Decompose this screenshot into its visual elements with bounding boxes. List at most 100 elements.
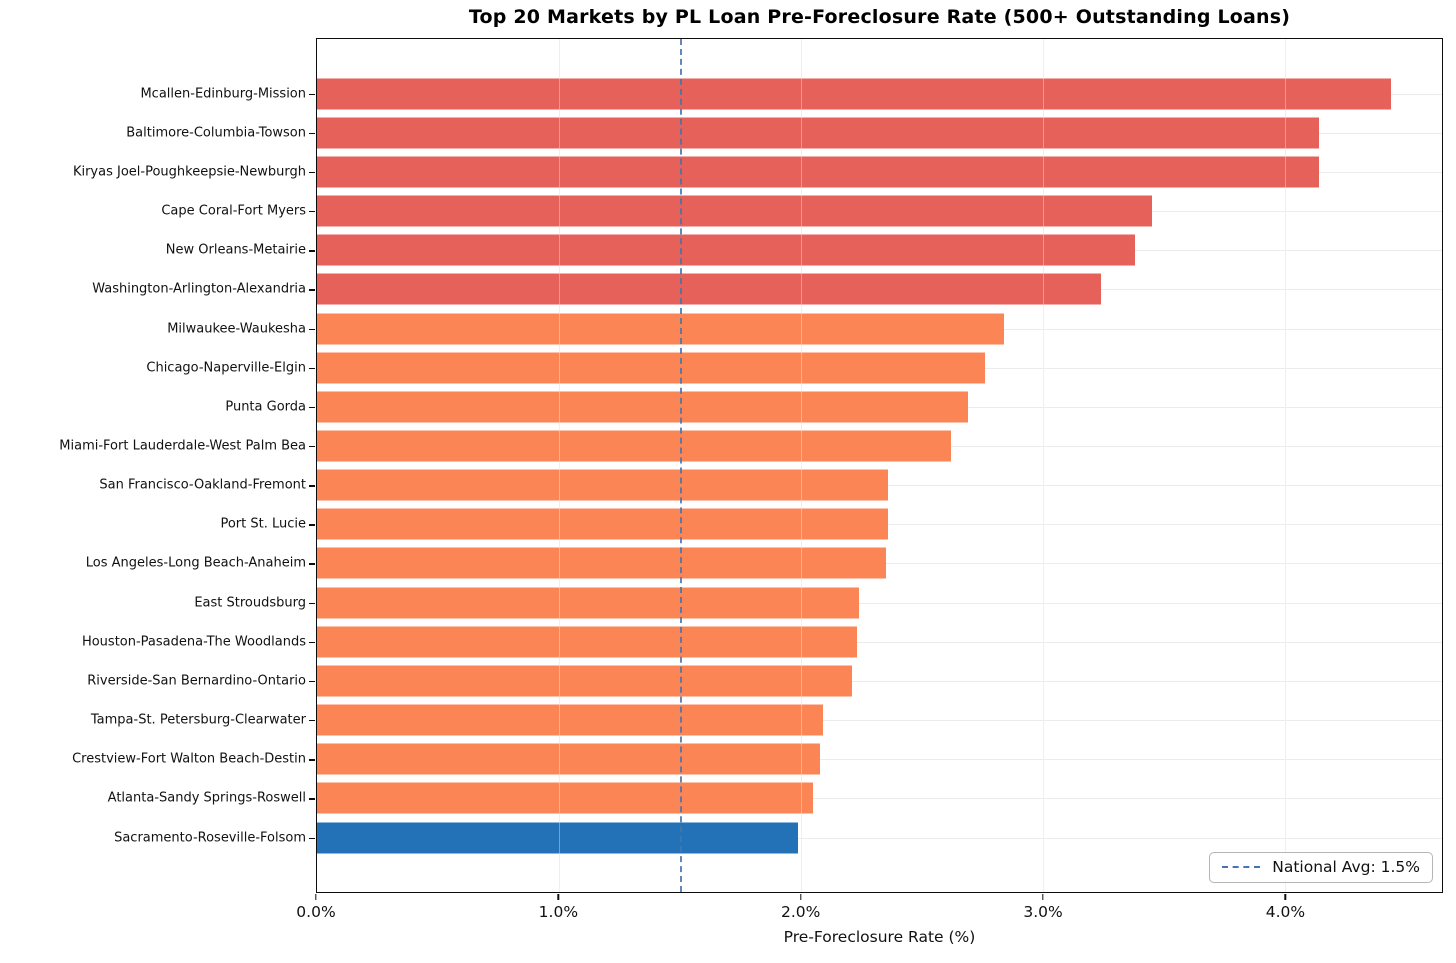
y-axis-category-label: Crestview-Fort Walton Beach-Destin	[72, 751, 306, 767]
gridline-vertical-overlay	[1042, 39, 1044, 892]
y-tick	[309, 445, 316, 448]
gridline-vertical	[1284, 39, 1286, 892]
y-axis-category-label: New Orleans-Metairie	[165, 242, 306, 258]
y-axis-category-label: Cape Coral-Fort Myers	[161, 203, 306, 219]
gridline-horizontal	[317, 602, 1442, 604]
y-tick	[309, 602, 316, 604]
bar-row: San Francisco-Oakland-Fremont	[99, 466, 1442, 505]
gridline-vertical-overlay	[1284, 39, 1286, 892]
plot-area: Mcallen-Edinburg-Mission Baltimore-Columb…	[59, 38, 1443, 893]
bar-row: Baltimore-Columbia-Towson	[126, 113, 1442, 152]
x-tick	[1284, 894, 1287, 900]
bar-row: Miami-Fort Lauderdale-West Palm Bea	[59, 426, 1442, 465]
x-tick-label: 2.0%	[781, 903, 821, 921]
gridline-vertical	[1042, 39, 1044, 892]
gridline-horizontal	[317, 837, 1442, 839]
y-axis-category-label: Washington-Arlington-Alexandria	[92, 281, 306, 297]
bar	[317, 822, 799, 854]
bar-row: Houston-Pasadena-The Woodlands	[82, 622, 1442, 661]
bar	[317, 469, 888, 501]
y-tick	[309, 289, 316, 291]
x-tick	[315, 894, 317, 900]
y-tick	[309, 524, 316, 526]
legend-label: National Avg: 1.5%	[1272, 858, 1420, 876]
gridline-horizontal	[317, 798, 1442, 800]
bar-row: Chicago-Naperville-Elgin	[146, 348, 1442, 387]
x-tick-label: 0.0%	[296, 903, 336, 921]
bar-row: East Stroudsburg	[194, 583, 1442, 622]
bar-row: Tampa-St. Petersburg-Clearwater	[91, 701, 1442, 740]
bar	[317, 665, 852, 697]
bar	[317, 117, 1319, 149]
y-axis-category-label: Riverside-San Bernardino-Ontario	[87, 673, 306, 689]
bar	[317, 704, 823, 736]
y-axis-category-label: Mcallen-Edinburg-Mission	[140, 86, 306, 102]
legend-dashed-line-icon	[1222, 866, 1261, 868]
y-axis-category-label: Milwaukee-Waukesha	[167, 321, 306, 337]
y-tick	[309, 406, 316, 409]
x-tick	[557, 894, 560, 900]
y-axis-category-label: Atlanta-Sandy Springs-Roswell	[107, 790, 306, 806]
gridline-vertical	[800, 39, 802, 892]
bar-row: Milwaukee-Waukesha	[167, 309, 1442, 348]
y-axis-category-label: Sacramento-Roseville-Folsom	[114, 830, 306, 846]
gridline-vertical	[558, 39, 560, 892]
y-axis-category-label: East Stroudsburg	[194, 595, 306, 611]
bar-row: Sacramento-Roseville-Folsom	[114, 818, 1442, 857]
reference-line	[679, 39, 682, 892]
bar	[317, 547, 886, 579]
y-axis-category-label: Tampa-St. Petersburg-Clearwater	[90, 712, 306, 728]
y-axis-category-label: Punta Gorda	[225, 399, 306, 415]
y-axis-category-label: Baltimore-Columbia-Towson	[126, 125, 306, 141]
y-tick	[309, 641, 316, 644]
legend: National Avg: 1.5%	[1209, 852, 1433, 883]
bar-row: Port St. Lucie	[220, 505, 1442, 544]
gridline-vertical-overlay	[800, 39, 802, 892]
y-tick	[309, 93, 316, 95]
bar-rows: Mcallen-Edinburg-Mission Baltimore-Columb…	[59, 74, 1442, 857]
y-tick	[309, 759, 316, 761]
y-tick	[309, 837, 316, 839]
y-tick	[309, 132, 316, 135]
bar-row: Los Angeles-Long Beach-Anaheim	[86, 544, 1442, 583]
bar	[317, 626, 857, 658]
y-tick	[309, 720, 316, 722]
x-tick	[800, 894, 802, 900]
bar	[317, 313, 1005, 345]
y-axis-category-label: Chicago-Naperville-Elgin	[146, 360, 306, 376]
y-tick	[309, 485, 316, 487]
x-tick-label: 3.0%	[1023, 903, 1063, 921]
y-axis-category-label: Los Angeles-Long Beach-Anaheim	[85, 555, 306, 571]
bar	[317, 352, 985, 384]
y-axis-category-label: Port St. Lucie	[220, 516, 306, 532]
gridline-horizontal	[317, 680, 1442, 682]
y-tick	[309, 211, 316, 213]
bar-row: Atlanta-Sandy Springs-Roswell	[108, 779, 1442, 818]
x-axis: 0.0% 1.0% 2.0% 3.0% 4.0%	[296, 893, 1443, 933]
gridline-horizontal	[317, 720, 1442, 722]
chart-title: Top 20 Markets by PL Loan Pre-Foreclosur…	[468, 6, 1291, 28]
y-axis-category-label: Houston-Pasadena-The Woodlands	[81, 634, 306, 650]
x-axis-label: Pre-Foreclosure Rate (%)	[783, 928, 976, 946]
y-axis-category-label: San Francisco-Oakland-Fremont	[99, 477, 306, 493]
bar-row: Riverside-San Bernardino-Ontario	[87, 661, 1442, 700]
bar-row: Washington-Arlington-Alexandria	[92, 270, 1442, 309]
y-tick	[309, 680, 316, 683]
bar	[317, 156, 1319, 188]
x-tick	[1042, 894, 1044, 900]
bar	[317, 273, 1101, 305]
y-tick	[309, 250, 316, 252]
y-axis-category-label: Kiryas Joel-Poughkeepsie-Newburgh	[72, 164, 306, 180]
bar	[317, 234, 1135, 266]
bar	[317, 508, 888, 540]
gridline-vertical-overlay	[558, 39, 560, 892]
y-tick	[309, 798, 316, 800]
bar	[317, 391, 968, 423]
bar	[317, 195, 1152, 227]
gridline-horizontal	[317, 641, 1442, 643]
y-tick	[309, 367, 316, 370]
x-tick-label: 1.0%	[538, 903, 579, 921]
bar-row: Kiryas Joel-Poughkeepsie-Newburgh	[73, 152, 1442, 191]
bar-row: Cape Coral-Fort Myers	[161, 191, 1442, 230]
